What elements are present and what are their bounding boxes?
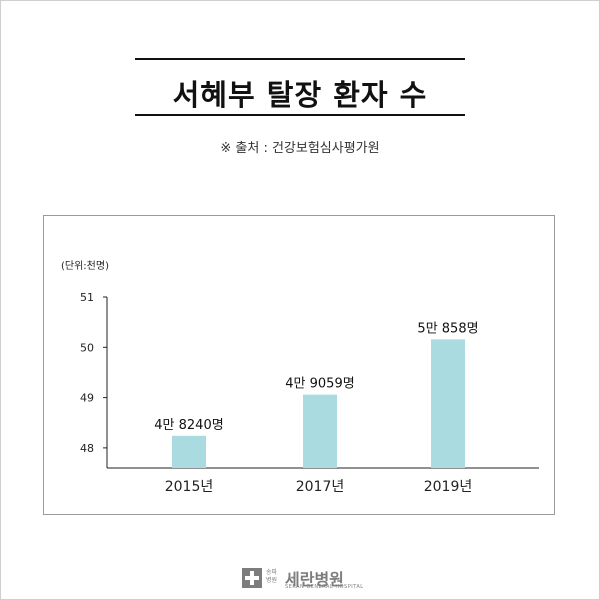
- y-tick-label: 50: [80, 341, 94, 354]
- data-label: 4만 9059명: [285, 377, 354, 392]
- y-tick-label: 49: [80, 392, 94, 405]
- source-note: ※ 출처 : 건강보험심사평가원: [220, 141, 380, 156]
- x-tick-label: 2017년: [296, 479, 345, 495]
- x-tick-label: 2015년: [165, 479, 214, 495]
- logo-subtitle: SERAN GENERAL HOSPITAL: [285, 584, 364, 590]
- y-tick-label: 48: [80, 442, 94, 455]
- cross-icon: [242, 568, 262, 588]
- bar-2017년: [303, 394, 337, 468]
- bar-2015년: [172, 435, 206, 468]
- logo-small-text: 송파 병원: [266, 569, 278, 584]
- chart-title: 서혜부 탈장 환자 수: [172, 78, 428, 112]
- title-bottom-rule: [135, 114, 465, 116]
- data-label: 4만 8240명: [154, 418, 223, 433]
- bar-2019년: [431, 339, 465, 468]
- chart-panel: (단위:천명) 48 49 50 51 4만 8240명 2015년 4만 9059명 20…: [43, 215, 555, 515]
- y-tick-label: 51: [80, 291, 94, 304]
- logo-name: 세란병원: [285, 570, 344, 589]
- unit-label: (단위:천명): [61, 259, 109, 272]
- x-tick-label: 2019년: [424, 479, 473, 495]
- hospital-logo: 송파 병원 세란병원 SERAN GENERAL HOSPITAL: [242, 568, 367, 590]
- title-top-rule: [135, 58, 465, 60]
- data-label: 5만 858명: [417, 321, 478, 336]
- bar-chart: (단위:천명) 48 49 50 51 4만 8240명 2015년 4만 9059명 20…: [61, 259, 539, 495]
